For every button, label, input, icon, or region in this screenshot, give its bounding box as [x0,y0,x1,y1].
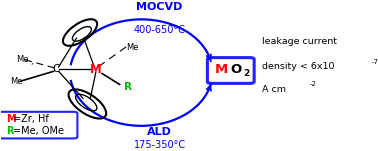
Text: M: M [6,114,16,124]
Text: Me: Me [17,55,29,64]
Text: Me: Me [11,77,23,87]
Text: Me: Me [126,43,139,52]
Text: M: M [215,63,228,76]
Text: -7: -7 [372,59,378,65]
FancyBboxPatch shape [208,58,254,83]
Text: M: M [90,63,102,76]
Text: A cm: A cm [262,85,286,94]
Text: MOCVD: MOCVD [136,2,183,12]
Text: ALD: ALD [147,127,172,137]
Text: C: C [52,64,59,74]
FancyBboxPatch shape [0,112,77,138]
Text: density < 6x10: density < 6x10 [262,63,334,71]
Text: =Me, OMe: =Me, OMe [13,126,64,136]
Text: =Zr, Hf: =Zr, Hf [13,114,48,124]
Text: 400-650°C: 400-650°C [134,25,186,35]
Text: O: O [230,63,241,76]
Text: 2: 2 [243,69,249,79]
Text: ,: , [31,57,33,66]
Text: leakage current: leakage current [262,37,337,46]
Text: -2: -2 [309,82,316,87]
Text: R: R [124,82,132,92]
Text: 175-350°C: 175-350°C [133,140,186,150]
Text: R: R [6,126,14,136]
